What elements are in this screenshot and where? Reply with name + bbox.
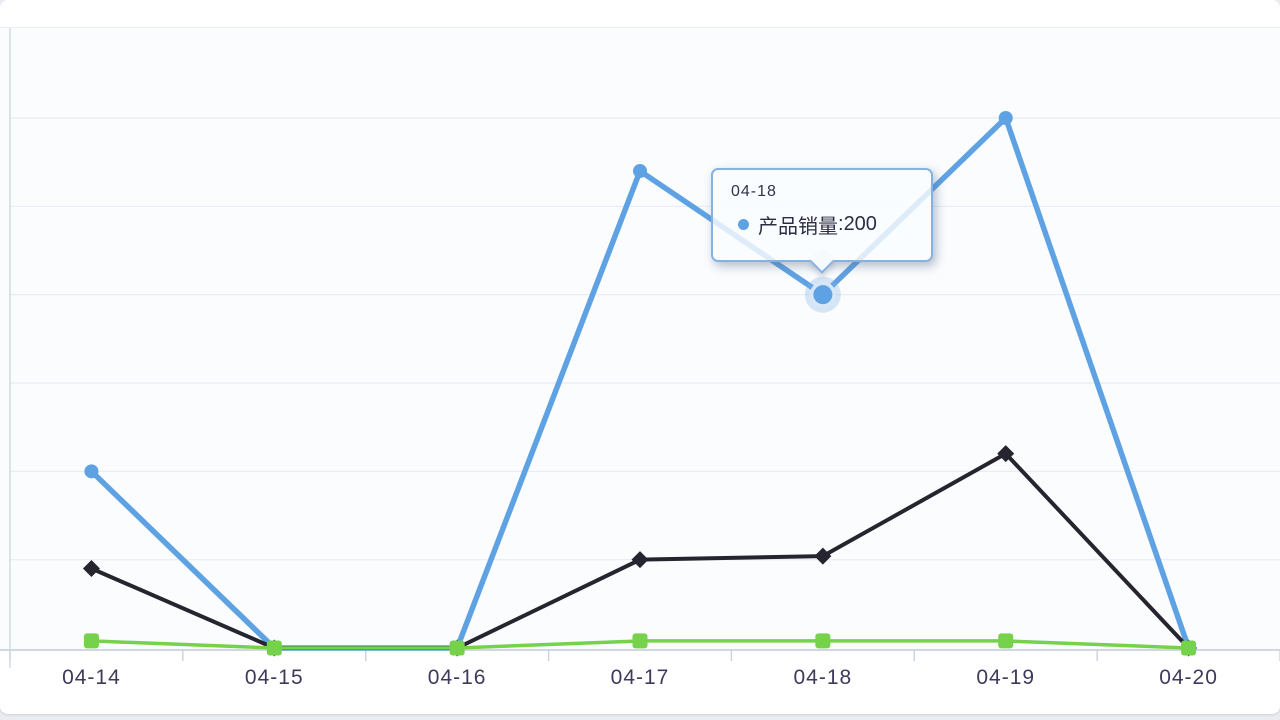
data-point-marker[interactable]: [632, 633, 648, 649]
tooltip-separator: :: [838, 213, 844, 235]
x-axis-label: 04-18: [793, 666, 852, 689]
tooltip: 04-18 产品销量: 200: [711, 168, 933, 262]
x-axis-label: 04-14: [62, 666, 121, 689]
header-strip: [0, 0, 1280, 28]
data-point-marker[interactable]: [266, 640, 282, 656]
data-point-marker[interactable]: [1181, 640, 1197, 656]
data-point-marker[interactable]: [813, 285, 833, 305]
data-point-marker[interactable]: [449, 640, 465, 656]
x-axis-label: 04-19: [976, 666, 1035, 689]
plot-area: [0, 28, 1280, 650]
data-point-marker[interactable]: [631, 551, 649, 569]
x-axis-label: 04-16: [428, 666, 487, 689]
data-point-marker[interactable]: [814, 547, 832, 565]
tooltip-value: 200: [843, 213, 877, 235]
data-point-marker[interactable]: [82, 560, 100, 577]
data-point-marker[interactable]: [83, 633, 99, 649]
data-point-marker[interactable]: [815, 633, 831, 649]
data-point-marker[interactable]: [84, 464, 99, 479]
x-axis-label: 04-17: [611, 666, 670, 689]
data-point-marker[interactable]: [997, 445, 1015, 463]
x-axis-label: 04-15: [245, 666, 304, 689]
data-point-marker[interactable]: [998, 633, 1014, 649]
tooltip-value-row: 产品销量: 200: [713, 210, 931, 239]
data-point-marker[interactable]: [998, 111, 1013, 125]
tooltip-series-label: 产品销量: [758, 216, 838, 238]
x-axis-label: 04-20: [1159, 666, 1218, 689]
series-dot-icon: [738, 219, 749, 230]
tooltip-date: 04-18: [731, 183, 777, 200]
data-point-marker[interactable]: [633, 164, 647, 178]
